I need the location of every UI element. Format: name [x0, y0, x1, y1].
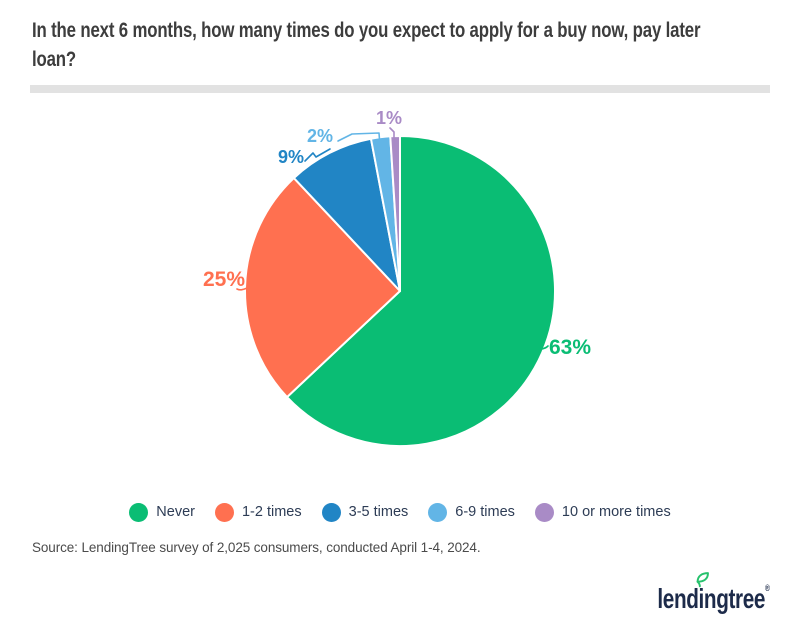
legend-swatch-never-icon [129, 502, 149, 522]
legend-swatch-10-or-more-icon [534, 502, 554, 522]
divider-bar [30, 85, 770, 93]
legend-label-3-5-times: 3-5 times [348, 504, 409, 520]
legend-item-10-or-more: 10 or more times [534, 502, 671, 522]
pie-slice-1-2-times [244, 177, 401, 399]
slice-label-3-5-times: 9% [278, 147, 305, 167]
source-note: Source: LendingTree survey of 2,025 cons… [32, 540, 481, 555]
slice-label-10-or-more: 1% [376, 108, 403, 128]
slice-label-6-9-times: 2% [307, 126, 334, 146]
legend-swatch-1-2-times-icon [214, 502, 234, 522]
legend-item-6-9-times: 6-9 times [428, 502, 515, 522]
leader-line-1-2-times [236, 286, 256, 291]
pie-slice-never [286, 135, 556, 447]
pie-slice-10-or-more-times [389, 135, 401, 292]
legend-item-3-5-times: 3-5 times [321, 502, 409, 522]
leaf-icon [696, 572, 709, 588]
logo-wordmark: lendingtree® [657, 583, 771, 614]
pie-slice-3-5-times [292, 137, 401, 292]
legend-label-never: Never [156, 504, 195, 520]
chart-title-line2: loan? [32, 48, 76, 71]
legend-item-1-2-times: 1-2 times [214, 502, 302, 522]
lendingtree-logo: lendingtree® [618, 572, 771, 614]
chart-title: In the next 6 months, how many times do … [32, 16, 776, 74]
legend: Never 1-2 times 3-5 times 6-9 times 10 o… [0, 501, 800, 523]
slice-label-never: 63% [549, 336, 592, 359]
leader-line-never [531, 345, 549, 359]
legend-swatch-6-9-times-icon [428, 502, 448, 522]
legend-item-never: Never [129, 502, 195, 522]
registered-mark: ® [765, 583, 770, 593]
legend-swatch-3-5-times-icon [321, 502, 341, 522]
legend-label-1-2-times: 1-2 times [241, 504, 302, 520]
legend-label-10-or-more: 10 or more times [561, 504, 671, 520]
chart-title-line1: In the next 6 months, how many times do … [32, 19, 701, 42]
legend-label-6-9-times: 6-9 times [455, 504, 515, 520]
leader-line-6-9-times [337, 132, 381, 147]
leader-line-3-5-times [304, 148, 331, 162]
leader-line-10-or-more [389, 127, 395, 148]
slice-label-1-2-times: 25% [203, 268, 246, 291]
